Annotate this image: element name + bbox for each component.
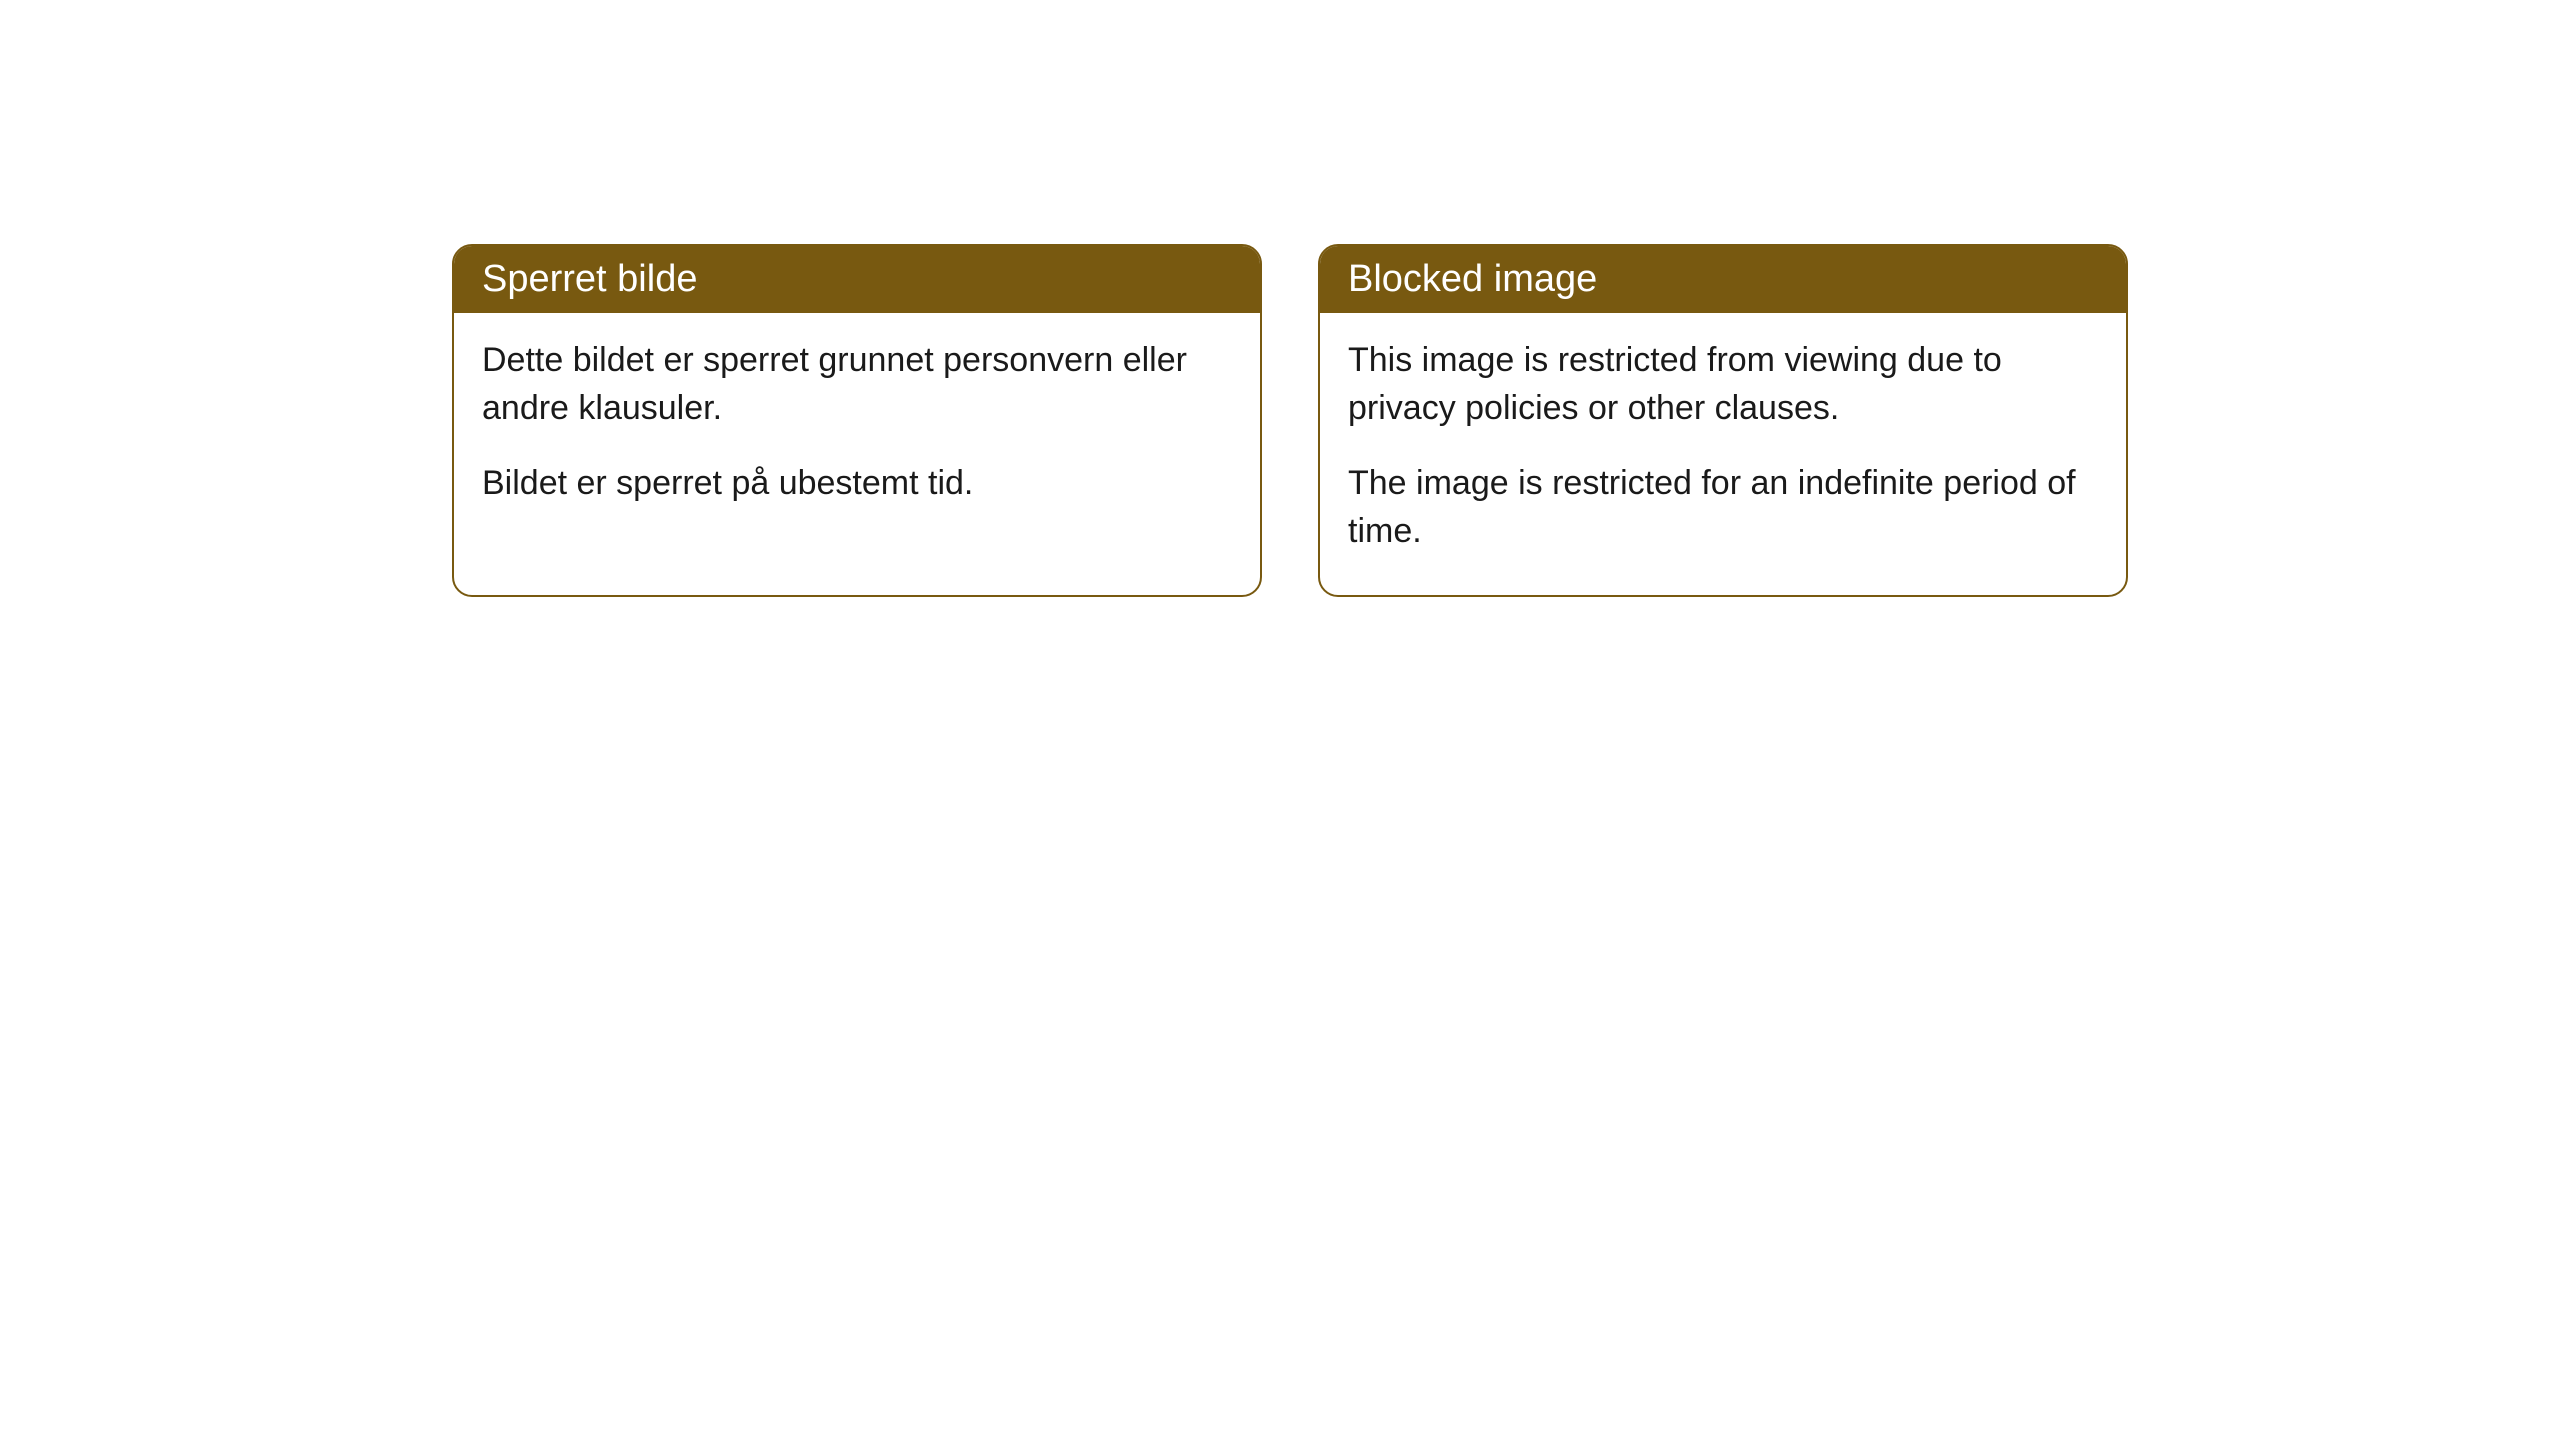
blocked-image-card-english: Blocked image This image is restricted f… xyxy=(1318,244,2128,597)
card-title: Sperret bilde xyxy=(482,258,697,300)
card-body: Dette bildet er sperret grunnet personve… xyxy=(454,313,1260,548)
card-paragraph: Dette bildet er sperret grunnet personve… xyxy=(482,337,1232,432)
card-paragraph: Bildet er sperret på ubestemt tid. xyxy=(482,460,1232,508)
blocked-image-card-norwegian: Sperret bilde Dette bildet er sperret gr… xyxy=(452,244,1262,597)
card-body: This image is restricted from viewing du… xyxy=(1320,313,2126,595)
card-paragraph: The image is restricted for an indefinit… xyxy=(1348,460,2098,555)
card-paragraph: This image is restricted from viewing du… xyxy=(1348,337,2098,432)
card-header: Sperret bilde xyxy=(454,246,1260,313)
notice-container: Sperret bilde Dette bildet er sperret gr… xyxy=(452,244,2128,597)
card-header: Blocked image xyxy=(1320,246,2126,313)
card-title: Blocked image xyxy=(1348,258,1597,300)
